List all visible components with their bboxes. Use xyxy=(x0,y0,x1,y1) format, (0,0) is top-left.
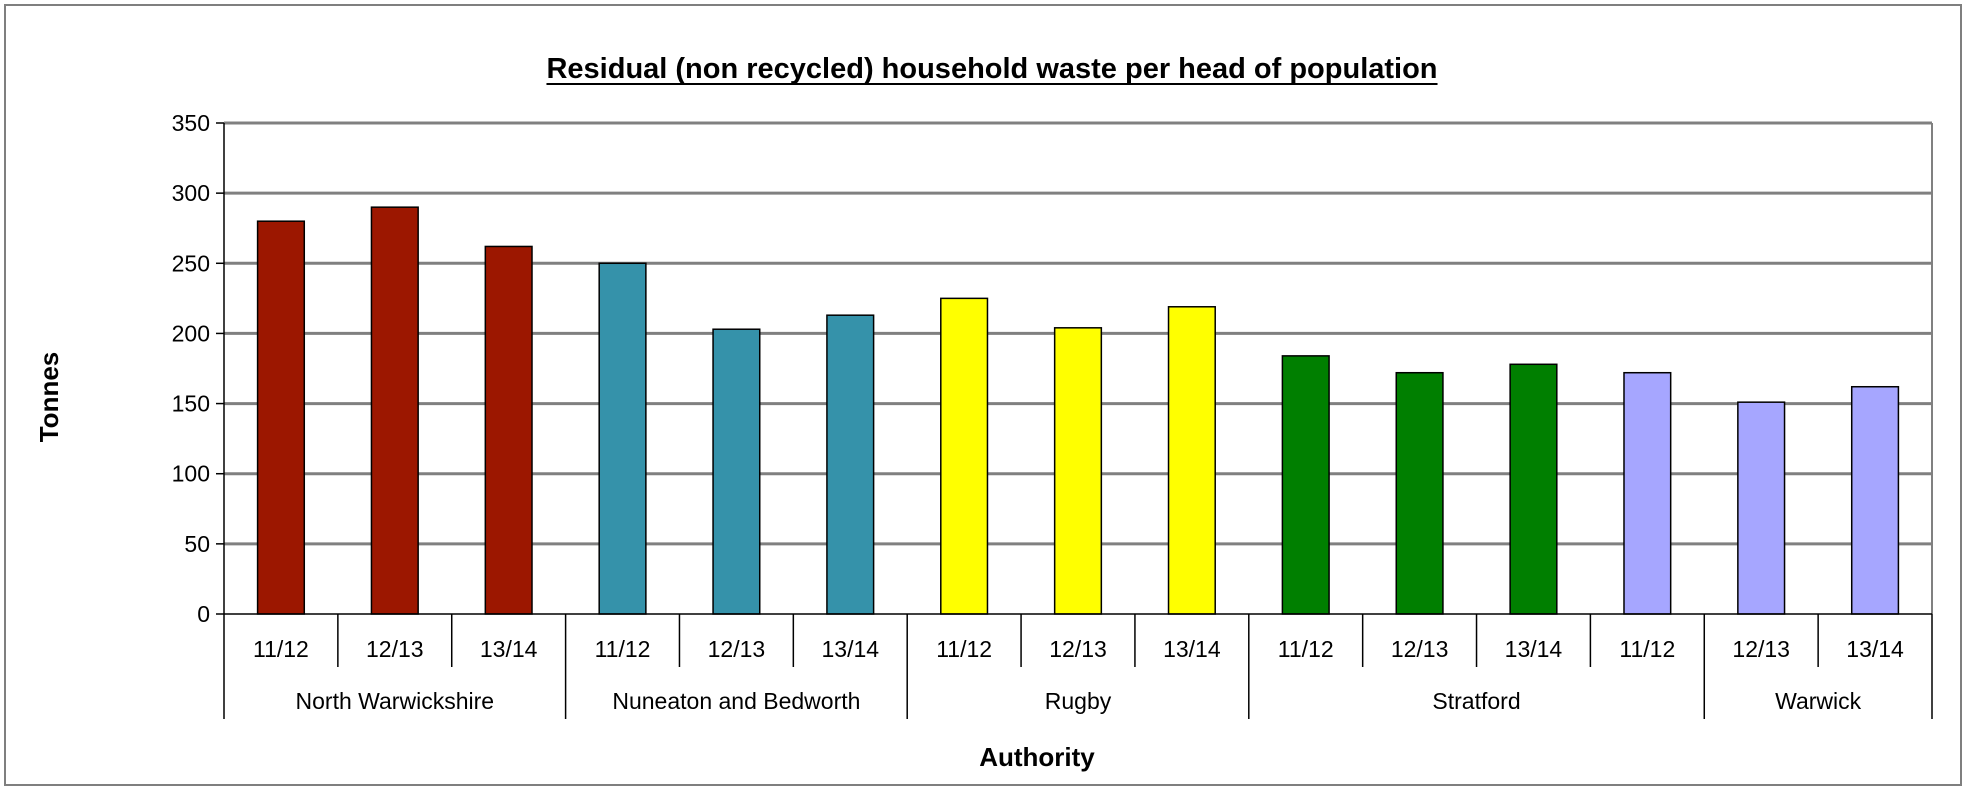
y-tick-label: 300 xyxy=(172,180,210,206)
bar xyxy=(1509,363,1558,615)
bar xyxy=(256,220,306,615)
x-tick-label: 11/12 xyxy=(595,636,651,662)
x-tick-label: 13/14 xyxy=(1846,636,1904,662)
x-tick-label: 13/14 xyxy=(1505,636,1563,662)
y-tick-label: 0 xyxy=(197,601,210,627)
bar xyxy=(1281,355,1330,615)
y-tick-label: 150 xyxy=(172,391,210,417)
x-tick-label: 13/14 xyxy=(821,636,879,662)
group-label: Stratford xyxy=(1432,688,1520,714)
x-tick-label: 12/13 xyxy=(708,636,766,662)
axes xyxy=(216,122,1933,719)
x-tick-label: 11/12 xyxy=(253,636,309,662)
group-label: North Warwickshire xyxy=(296,688,495,714)
group-label: Warwick xyxy=(1775,688,1862,714)
x-tick-label: 12/13 xyxy=(1732,636,1790,662)
x-tick-label: 13/14 xyxy=(480,636,538,662)
x-tick-label: 12/13 xyxy=(1391,636,1449,662)
bar xyxy=(1053,327,1103,615)
bars xyxy=(256,206,1900,615)
x-axis-title: Authority xyxy=(979,742,1095,772)
chart-frame: Residual (non recycled) household waste … xyxy=(4,4,1962,786)
chart-title: Residual (non recycled) household waste … xyxy=(546,53,1437,85)
bar xyxy=(370,206,419,615)
x-tick-label: 11/12 xyxy=(936,636,992,662)
bar xyxy=(940,297,989,615)
bar xyxy=(1737,401,1786,615)
bar xyxy=(1850,385,1900,615)
bar xyxy=(826,314,875,615)
bar xyxy=(1167,306,1216,615)
x-tick-label: 12/13 xyxy=(1049,636,1107,662)
y-tick-label: 200 xyxy=(172,320,210,346)
x-tick-label: 13/14 xyxy=(1163,636,1221,662)
x-tick-label: 11/12 xyxy=(1619,636,1675,662)
x-tick-label: 12/13 xyxy=(366,636,424,662)
group-label: Rugby xyxy=(1045,688,1112,714)
axis-labels: 0 50 100 150 200 250 300 350 11/12 12/13 13/14 11/1… xyxy=(172,110,1904,714)
y-axis-title: Tonnes xyxy=(34,352,64,443)
group-label: Nuneaton and Bedworth xyxy=(612,688,860,714)
y-tick-label: 250 xyxy=(172,250,210,276)
y-tick-label: 50 xyxy=(184,531,210,557)
bar xyxy=(1623,371,1672,615)
y-tick-label: 100 xyxy=(172,461,210,487)
bar xyxy=(1395,371,1444,615)
bar xyxy=(484,245,533,615)
y-tick-label: 350 xyxy=(172,110,210,136)
x-tick-label: 11/12 xyxy=(1278,636,1334,662)
bar xyxy=(712,328,761,615)
bar xyxy=(598,262,647,615)
bar-chart: Residual (non recycled) household waste … xyxy=(34,53,1933,772)
